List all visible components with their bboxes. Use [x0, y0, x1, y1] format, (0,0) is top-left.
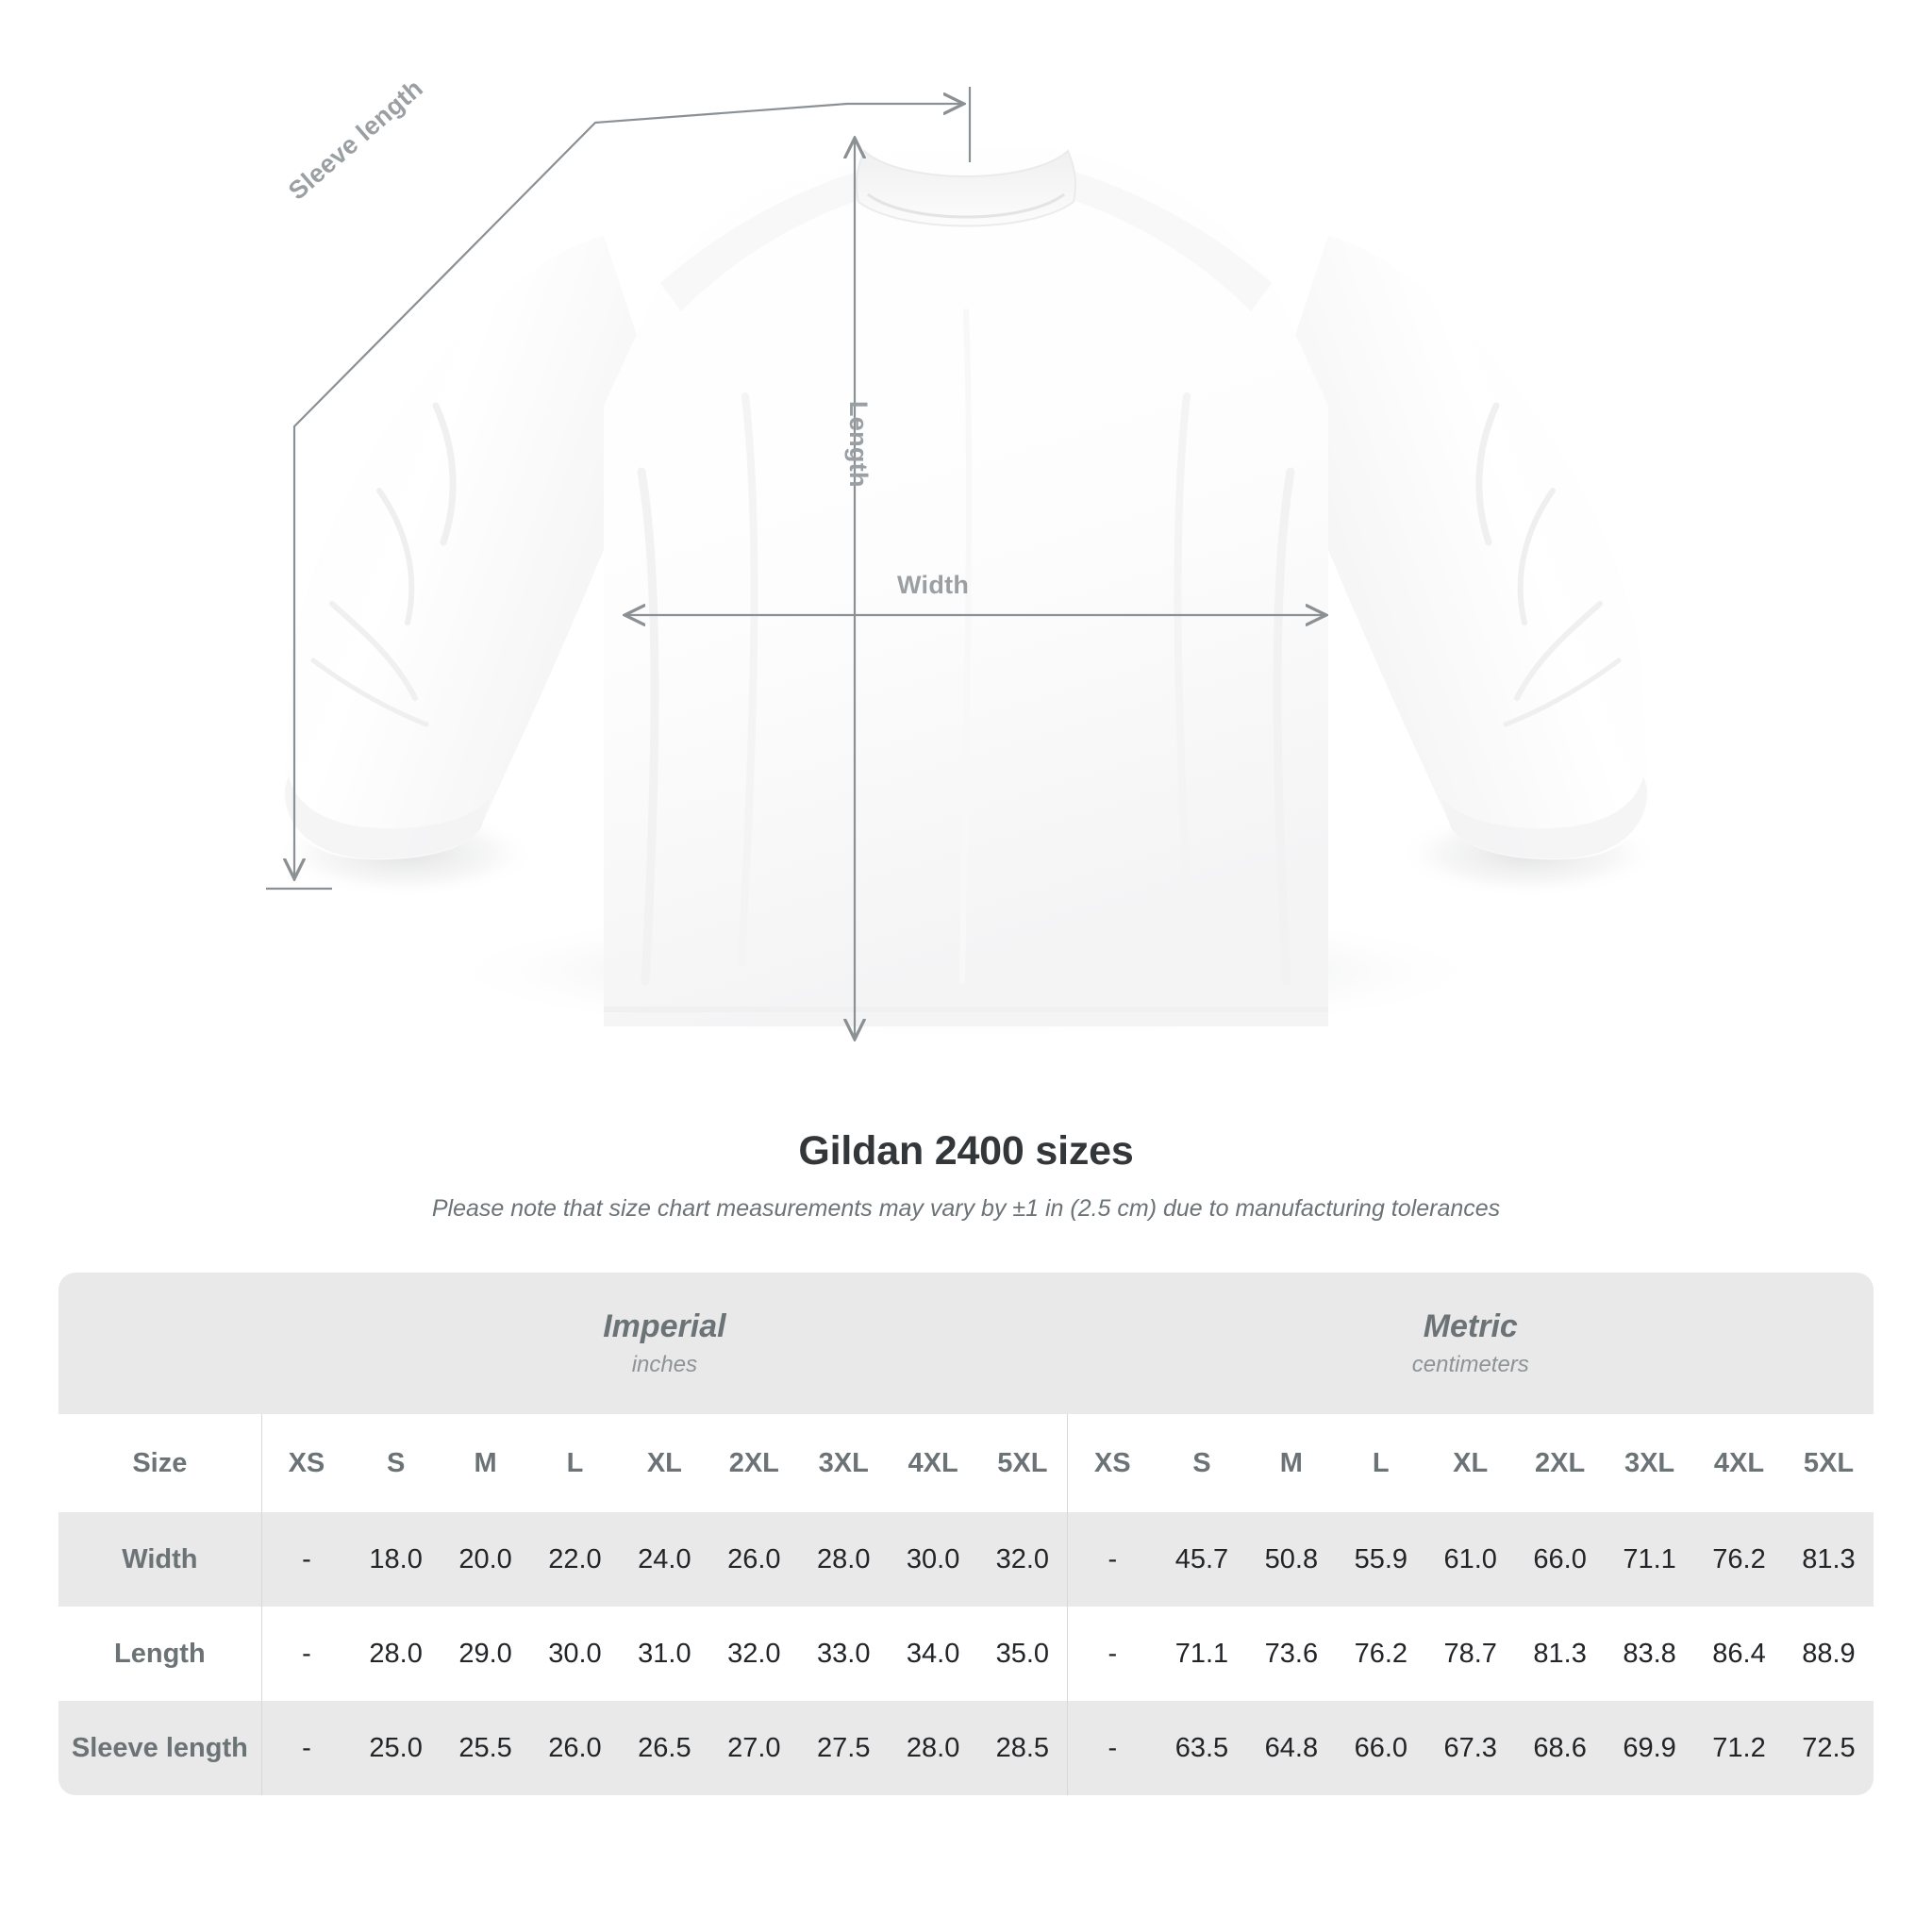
cell-length-imperial-l: 30.0 [530, 1607, 620, 1701]
cell-width-imperial-xl: 24.0 [619, 1512, 709, 1607]
header-metric-xs: XS [1067, 1414, 1158, 1512]
header-imperial-xl: XL [619, 1414, 709, 1512]
width-label: Width [897, 571, 970, 599]
cell-sleeve-metric-3xl: 69.9 [1605, 1701, 1695, 1795]
header-metric-5xl: 5XL [1783, 1414, 1874, 1512]
cell-width-imperial-5xl: 32.0 [977, 1512, 1068, 1607]
table-row: Sleeve length - 25.0 25.5 26.0 26.5 27.0… [58, 1701, 1874, 1795]
cell-sleeve-imperial-5xl: 28.5 [977, 1701, 1068, 1795]
cell-sleeve-imperial-m: 25.5 [441, 1701, 530, 1795]
cell-sleeve-metric-xs: - [1067, 1701, 1158, 1795]
cell-width-metric-s: 45.7 [1157, 1512, 1247, 1607]
header-metric-l: L [1336, 1414, 1426, 1512]
unit-banner-imperial: Imperial inches [261, 1273, 1068, 1414]
cell-width-metric-m: 50.8 [1246, 1512, 1337, 1607]
cell-length-metric-xl: 78.7 [1425, 1607, 1516, 1701]
header-imperial-4xl: 4XL [888, 1414, 978, 1512]
cell-length-metric-2xl: 81.3 [1515, 1607, 1606, 1701]
cell-sleeve-imperial-l: 26.0 [530, 1701, 620, 1795]
header-imperial-s: S [351, 1414, 441, 1512]
cell-width-metric-xs: - [1067, 1512, 1158, 1607]
cell-width-imperial-4xl: 30.0 [888, 1512, 978, 1607]
header-metric-xl: XL [1425, 1414, 1516, 1512]
cell-length-metric-4xl: 86.4 [1694, 1607, 1784, 1701]
shirt-diagram-svg [266, 87, 1660, 1113]
cell-length-metric-3xl: 83.8 [1605, 1607, 1695, 1701]
cell-width-metric-l: 55.9 [1336, 1512, 1426, 1607]
unit-sub-imperial: inches [631, 1351, 698, 1377]
cell-sleeve-metric-xl: 67.3 [1425, 1701, 1516, 1795]
cell-width-imperial-xs: - [261, 1512, 352, 1607]
unit-banner-metric: Metric centimeters [1067, 1273, 1874, 1414]
cell-sleeve-imperial-3xl: 27.5 [798, 1701, 889, 1795]
table-row: Length - 28.0 29.0 30.0 31.0 32.0 33.0 3… [58, 1607, 1874, 1701]
cell-width-metric-4xl: 76.2 [1694, 1512, 1784, 1607]
header-metric-4xl: 4XL [1694, 1414, 1784, 1512]
header-imperial-5xl: 5XL [977, 1414, 1068, 1512]
unit-banner-spacer [58, 1273, 262, 1414]
row-label-width: Width [58, 1512, 262, 1607]
header-metric-m: M [1246, 1414, 1337, 1512]
cell-width-imperial-3xl: 28.0 [798, 1512, 889, 1607]
header-imperial-xs: XS [261, 1414, 352, 1512]
cell-width-imperial-m: 20.0 [441, 1512, 530, 1607]
title-block: Gildan 2400 sizes Please note that size … [0, 1128, 1932, 1223]
row-label-sleeve-length: Sleeve length [58, 1701, 262, 1795]
cell-width-metric-3xl: 71.1 [1605, 1512, 1695, 1607]
unit-name-metric: Metric [1423, 1308, 1518, 1345]
cell-length-imperial-4xl: 34.0 [888, 1607, 978, 1701]
cell-width-imperial-s: 18.0 [351, 1512, 441, 1607]
header-metric-3xl: 3XL [1605, 1414, 1695, 1512]
header-imperial-m: M [441, 1414, 530, 1512]
cell-length-metric-l: 76.2 [1336, 1607, 1426, 1701]
cell-length-imperial-m: 29.0 [441, 1607, 530, 1701]
cell-length-imperial-xs: - [261, 1607, 352, 1701]
header-imperial-3xl: 3XL [798, 1414, 889, 1512]
sleeve-measure-line [266, 87, 972, 891]
cell-length-metric-s: 71.1 [1157, 1607, 1247, 1701]
cell-length-metric-xs: - [1067, 1607, 1158, 1701]
size-table-wrapper: Imperial inches Metric centimeters Size … [58, 1273, 1874, 1795]
cell-width-metric-2xl: 66.0 [1515, 1512, 1606, 1607]
header-imperial-2xl: 2XL [708, 1414, 799, 1512]
unit-banner-row: Imperial inches Metric centimeters [58, 1273, 1874, 1414]
cell-sleeve-metric-l: 66.0 [1336, 1701, 1426, 1795]
cell-length-imperial-5xl: 35.0 [977, 1607, 1068, 1701]
cell-sleeve-metric-4xl: 71.2 [1694, 1701, 1784, 1795]
cell-sleeve-imperial-2xl: 27.0 [708, 1701, 799, 1795]
cell-length-metric-5xl: 88.9 [1783, 1607, 1874, 1701]
cell-sleeve-metric-m: 64.8 [1246, 1701, 1337, 1795]
size-table: Imperial inches Metric centimeters Size … [58, 1273, 1874, 1795]
cell-width-imperial-l: 22.0 [530, 1512, 620, 1607]
cell-width-metric-xl: 61.0 [1425, 1512, 1516, 1607]
table-row: Width - 18.0 20.0 22.0 24.0 26.0 28.0 30… [58, 1512, 1874, 1607]
garment-illustration: Sleeve length Length Width [266, 74, 1660, 1113]
cell-sleeve-imperial-s: 25.0 [351, 1701, 441, 1795]
cell-sleeve-imperial-xl: 26.5 [619, 1701, 709, 1795]
unit-sub-metric: centimeters [1411, 1351, 1529, 1377]
cell-sleeve-metric-5xl: 72.5 [1783, 1701, 1874, 1795]
page-subtitle: Please note that size chart measurements… [431, 1195, 1501, 1222]
cell-sleeve-metric-2xl: 68.6 [1515, 1701, 1606, 1795]
cell-length-imperial-xl: 31.0 [619, 1607, 709, 1701]
cell-sleeve-imperial-xs: - [261, 1701, 352, 1795]
cell-length-metric-m: 73.6 [1246, 1607, 1337, 1701]
header-size-label: Size [58, 1414, 262, 1512]
length-label: Length [844, 401, 873, 488]
cell-sleeve-imperial-4xl: 28.0 [888, 1701, 978, 1795]
cell-sleeve-metric-s: 63.5 [1157, 1701, 1247, 1795]
header-metric-2xl: 2XL [1515, 1414, 1606, 1512]
header-imperial-l: L [530, 1414, 620, 1512]
cell-length-imperial-3xl: 33.0 [798, 1607, 889, 1701]
size-header-row: Size XS S M L XL 2XL 3XL 4XL 5XL XS S M … [58, 1414, 1874, 1512]
row-label-length: Length [58, 1607, 262, 1701]
header-metric-s: S [1157, 1414, 1247, 1512]
cell-length-imperial-2xl: 32.0 [708, 1607, 799, 1701]
unit-name-imperial: Imperial [603, 1308, 726, 1345]
page-title: Gildan 2400 sizes [798, 1128, 1134, 1174]
cell-width-metric-5xl: 81.3 [1783, 1512, 1874, 1607]
cell-length-imperial-s: 28.0 [351, 1607, 441, 1701]
cell-width-imperial-2xl: 26.0 [708, 1512, 799, 1607]
